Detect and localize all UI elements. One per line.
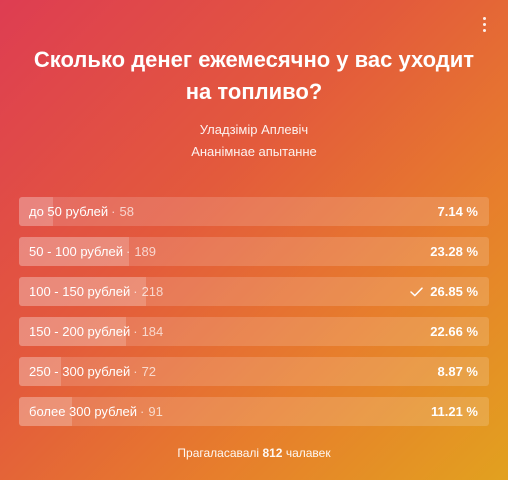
option-label: до 50 рублей [29,204,109,219]
option-label: 100 - 150 рублей [29,284,131,299]
option-fill-bar [19,357,61,386]
votes-summary: Прагаласавалі 812 чалавек [0,446,508,460]
option-label: 150 - 200 рублей [29,324,131,339]
option-label: более 300 рублей [29,404,138,419]
poll-option[interactable]: более 300 рублей · 91 11.21 % [19,397,489,426]
option-percent: 26.85 % [430,284,478,299]
option-percent: 7.14 % [437,204,478,219]
option-count: 218 [141,284,164,299]
option-label: 50 - 100 рублей [29,244,123,259]
poll-options: до 50 рублей · 58 7.14 % 50 - 100 рублей… [19,197,489,437]
option-fill-bar [19,317,127,346]
option-percent: 11.21 % [431,404,478,419]
option-count: 91 [148,404,163,419]
votes-prefix: Прагаласавалі [177,446,260,460]
option-label: 250 - 300 рублей [29,364,131,379]
poll-question: Сколько денег ежемесячно у вас уходит на… [33,47,475,104]
poll-option[interactable]: 250 - 300 рублей · 72 8.87 % [19,357,489,386]
option-count: 189 [134,244,157,259]
separator-dot: · [133,364,138,379]
separator-dot: · [125,244,131,259]
more-options-button[interactable] [472,12,496,36]
option-percent: 23.28 % [430,244,478,259]
option-fill-bar [19,237,130,266]
poll-option[interactable]: 150 - 200 рублей · 184 22.66 % [19,317,489,346]
option-fill-bar [19,277,146,306]
poll-option[interactable]: 50 - 100 рублей · 189 23.28 % [19,237,489,266]
more-vertical-icon [482,16,486,32]
separator-dot: · [133,324,138,339]
poll-author[interactable]: Уладзімір Аплевіч [199,122,309,137]
separator-dot: · [133,284,138,299]
option-percent: 8.87 % [437,364,478,379]
poll-option[interactable]: 100 - 150 рублей · 218 26.85 % [19,277,489,306]
checkmark-icon [410,286,424,297]
separator-dot: · [140,404,145,419]
separator-dot: · [111,204,116,219]
option-percent: 22.66 % [430,324,478,339]
option-fill-bar [19,397,72,426]
votes-total[interactable]: 812 [262,446,283,460]
option-count: 184 [141,324,164,339]
poll-type: Ананімнае апытанне [191,144,317,159]
votes-suffix: чалавек [285,446,331,460]
option-fill-bar [19,197,53,226]
option-count: 58 [119,204,134,219]
poll-option[interactable]: до 50 рублей · 58 7.14 % [19,197,489,226]
option-count: 72 [141,364,157,379]
